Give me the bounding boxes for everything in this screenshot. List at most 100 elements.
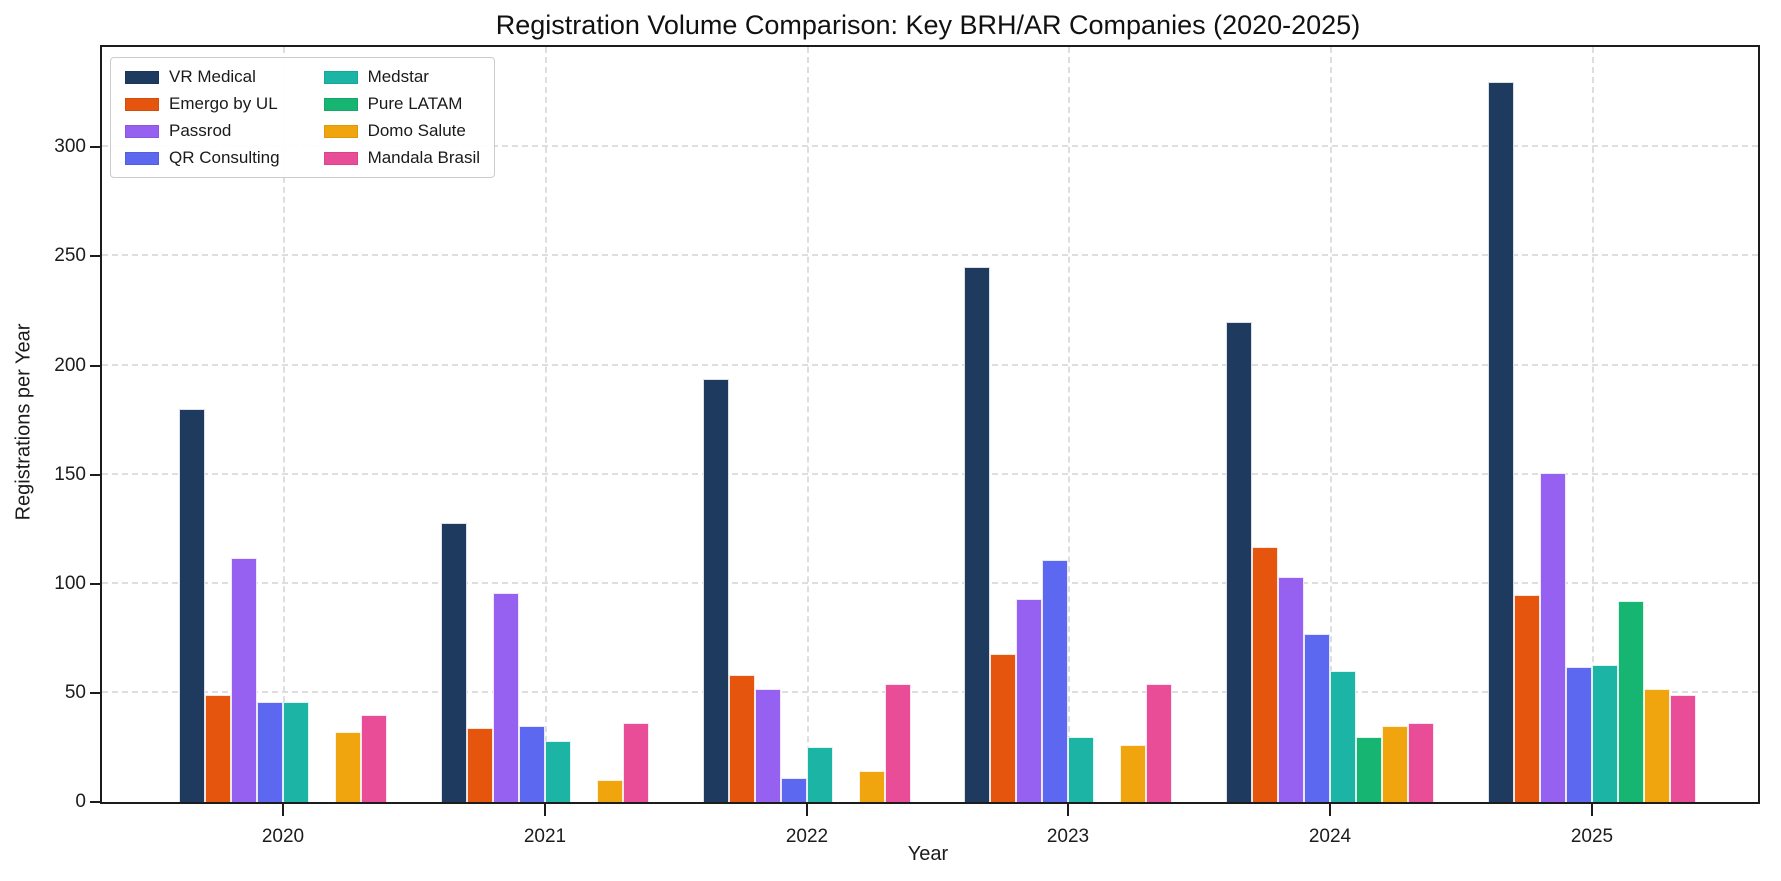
y-tick-mark xyxy=(90,255,100,258)
bar-qr-consulting-2023 xyxy=(1042,559,1068,802)
bar-vr-medical-2021 xyxy=(441,522,467,802)
bar-passrod-2024 xyxy=(1278,577,1304,802)
legend-label: VR Medical xyxy=(169,67,256,86)
legend-swatch xyxy=(323,97,358,111)
legend-swatch xyxy=(125,70,159,84)
x-tick-mark xyxy=(806,804,808,816)
legend-label: Domo Salute xyxy=(367,121,466,140)
bar-qr-consulting-2020 xyxy=(257,701,283,802)
legend-item: Medstar xyxy=(323,67,480,87)
bar-vr-medical-2023 xyxy=(964,267,990,802)
legend-swatch xyxy=(323,124,358,138)
bar-passrod-2020 xyxy=(231,557,257,802)
legend-item: Domo Salute xyxy=(323,121,480,141)
x-tick-label: 2022 xyxy=(785,826,829,847)
legend-swatch xyxy=(323,70,358,84)
x-tick-label: 2021 xyxy=(523,826,567,847)
y-tick-mark xyxy=(90,146,100,149)
bar-mandala-brasil-2020 xyxy=(361,714,387,802)
bar-mandala-brasil-2021 xyxy=(623,723,649,802)
bar-vr-medical-2025 xyxy=(1488,81,1514,802)
bar-medstar-2025 xyxy=(1592,664,1618,802)
y-tick-mark xyxy=(90,691,100,694)
x-tick-mark xyxy=(1067,804,1069,816)
bar-vr-medical-2022 xyxy=(703,378,729,802)
bar-vr-medical-2020 xyxy=(179,409,205,802)
y-tick-label: 150 xyxy=(54,463,86,485)
bar-medstar-2024 xyxy=(1330,671,1356,802)
y-tick-label: 100 xyxy=(54,572,86,594)
h-gridline xyxy=(102,690,1758,693)
bar-medstar-2020 xyxy=(283,701,309,802)
bar-passrod-2023 xyxy=(1016,599,1042,802)
h-gridline xyxy=(102,581,1758,584)
x-axis-label: Year xyxy=(907,843,949,865)
bar-vr-medical-2024 xyxy=(1226,321,1252,802)
legend-label: Passrod xyxy=(169,121,232,140)
legend: VR Medical Emergo by UL Passrod QR Consulti… xyxy=(110,57,496,178)
chart-title: Registration Volume Comparison: Key BRH/… xyxy=(495,10,1361,40)
h-gridline xyxy=(102,363,1758,366)
x-tick-label: 2020 xyxy=(261,826,305,847)
bar-domo-salute-2021 xyxy=(597,780,623,802)
legend-label: QR Consulting xyxy=(169,148,280,167)
v-gridline xyxy=(1068,47,1070,802)
legend-item: Pure LATAM xyxy=(323,94,480,114)
bar-medstar-2023 xyxy=(1068,736,1094,802)
bar-domo-salute-2025 xyxy=(1644,688,1670,802)
y-tick-label: 200 xyxy=(54,354,86,376)
h-gridline xyxy=(102,145,1758,148)
x-tick-mark xyxy=(282,804,284,816)
legend-label: Mandala Brasil xyxy=(367,148,481,167)
bar-qr-consulting-2021 xyxy=(519,725,545,802)
x-tick-label: 2025 xyxy=(1570,826,1614,847)
bar-mandala-brasil-2022 xyxy=(885,684,911,802)
legend-swatch xyxy=(125,151,159,165)
y-tick-mark xyxy=(90,364,100,367)
h-gridline xyxy=(102,254,1758,257)
bar-domo-salute-2024 xyxy=(1382,725,1408,802)
x-tick-mark xyxy=(1591,804,1593,816)
bar-medstar-2022 xyxy=(807,747,833,802)
bar-passrod-2022 xyxy=(755,688,781,802)
y-tick-mark xyxy=(90,582,100,585)
bar-pure-latam-2024 xyxy=(1356,736,1382,802)
legend-item: Emergo by UL xyxy=(125,94,280,114)
v-gridline xyxy=(807,47,809,802)
v-gridline xyxy=(1592,47,1594,802)
y-tick-label: 250 xyxy=(54,245,86,267)
bar-domo-salute-2020 xyxy=(335,732,361,802)
legend-swatch xyxy=(125,124,159,138)
y-tick-label: 50 xyxy=(64,681,86,703)
y-tick-label: 0 xyxy=(75,791,86,812)
legend-item: VR Medical xyxy=(125,67,280,87)
bar-medstar-2021 xyxy=(545,740,571,802)
x-tick-mark xyxy=(1329,804,1331,816)
v-gridline xyxy=(545,47,547,802)
bar-pure-latam-2025 xyxy=(1618,601,1644,802)
x-tick-label: 2023 xyxy=(1046,826,1090,847)
y-axis-label: Registrations per Year xyxy=(12,323,35,521)
legend-item: Mandala Brasil xyxy=(323,148,481,168)
bar-passrod-2025 xyxy=(1540,472,1566,802)
legend-swatch xyxy=(323,151,358,165)
bar-qr-consulting-2024 xyxy=(1304,633,1330,802)
legend-item: QR Consulting xyxy=(125,148,280,168)
bar-emergo-by-ul-2024 xyxy=(1252,546,1278,802)
bar-domo-salute-2023 xyxy=(1120,745,1146,802)
h-gridline xyxy=(102,472,1758,475)
bar-emergo-by-ul-2023 xyxy=(990,653,1016,802)
bar-passrod-2021 xyxy=(493,592,519,802)
plot-area: 0 50 100 150 200 250 300 2020 2021 2022 2023 2024 20… xyxy=(54,45,1760,847)
y-tick-mark xyxy=(90,473,100,476)
legend-swatch xyxy=(125,97,159,111)
x-tick-mark xyxy=(544,804,546,816)
bar-emergo-by-ul-2025 xyxy=(1514,594,1540,802)
bar-qr-consulting-2025 xyxy=(1566,666,1592,802)
legend-label: Pure LATAM xyxy=(367,94,463,113)
v-gridline xyxy=(283,47,285,802)
bar-emergo-by-ul-2020 xyxy=(205,695,231,802)
legend-item: Passrod xyxy=(125,121,280,141)
y-tick-label: 300 xyxy=(54,136,86,158)
